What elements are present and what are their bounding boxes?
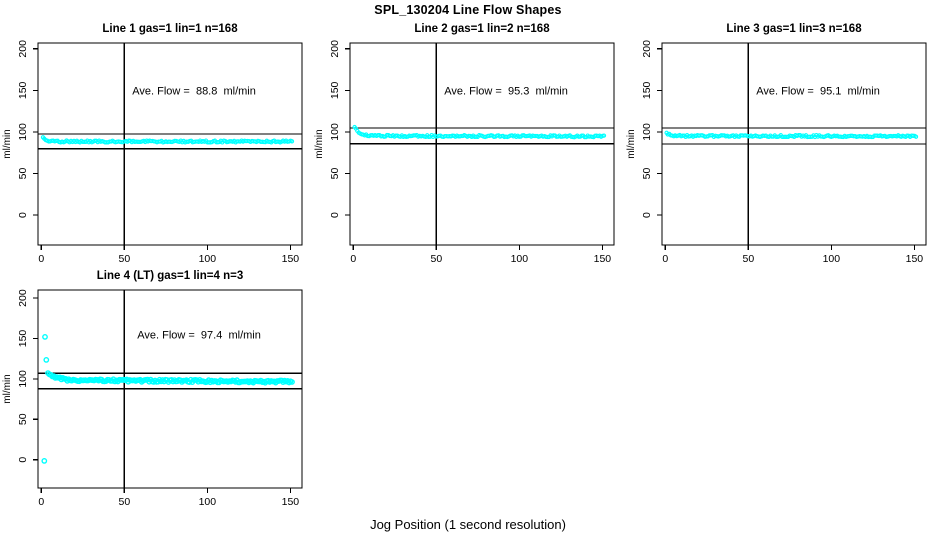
x-tick-label: 100 xyxy=(511,253,529,265)
main-title: SPL_130204 Line Flow Shapes xyxy=(374,3,562,17)
data-point xyxy=(601,133,607,138)
y-tick-label: 150 xyxy=(17,330,29,348)
data-points xyxy=(664,130,919,140)
panel-title: Line 3 gas=1 lin=3 n=168 xyxy=(726,23,862,35)
y-tick-label: 150 xyxy=(329,81,341,99)
x-tick-label: 150 xyxy=(906,253,924,265)
ave-flow-annotation: Ave. Flow = 95.1 ml/min xyxy=(756,86,880,98)
y-axis-name: ml/min xyxy=(314,129,325,158)
panel-line-4: Line 4 (LT) gas=1 lin=4 n=3 0 50 100 150 0 50 1… xyxy=(2,270,303,508)
x-tick-label: 50 xyxy=(118,253,130,265)
y-tick-label: 50 xyxy=(641,168,653,180)
x-tick-label: 0 xyxy=(38,496,44,508)
x-tick-label: 100 xyxy=(823,253,841,265)
y-tick-label: 100 xyxy=(17,123,29,141)
panel-line-3: Line 3 gas=1 lin=3 n=168 0 50 100 150 0 50 100 1… xyxy=(626,23,927,265)
x-axis-label: Jog Position (1 second resolution) xyxy=(370,517,566,532)
y-tick-label: 100 xyxy=(329,123,341,141)
data-points xyxy=(352,124,607,140)
data-point xyxy=(913,134,919,139)
y-tick-label: 200 xyxy=(641,40,653,58)
y-tick-label: 50 xyxy=(17,413,29,425)
panel-line-1: Line 1 gas=1 lin=1 n=168 0 50 100 150 0 50 100 1… xyxy=(2,23,303,265)
y-tick-label: 200 xyxy=(17,40,29,58)
y-axis-name: ml/min xyxy=(626,129,637,158)
x-tick-label: 0 xyxy=(662,253,668,265)
y-tick-label: 0 xyxy=(17,212,29,218)
x-tick-label: 0 xyxy=(350,253,356,265)
x-tick-label: 50 xyxy=(430,253,442,265)
y-tick-label: 100 xyxy=(641,123,653,141)
x-tick-label: 50 xyxy=(742,253,754,265)
x-tick-label: 150 xyxy=(282,253,300,265)
x-tick-label: 100 xyxy=(199,253,217,265)
panel-title: Line 2 gas=1 lin=2 n=168 xyxy=(414,23,550,35)
panel-title: Line 4 (LT) gas=1 lin=4 n=3 xyxy=(97,270,243,282)
plot-box xyxy=(37,42,303,246)
panel-line-2: Line 2 gas=1 lin=2 n=168 0 50 100 150 0 50 100 1… xyxy=(314,23,615,265)
y-tick-label: 200 xyxy=(17,289,29,307)
data-point xyxy=(289,379,295,385)
y-tick-label: 0 xyxy=(329,212,341,218)
panel-title: Line 1 gas=1 lin=1 n=168 xyxy=(102,23,238,35)
x-tick-label: 100 xyxy=(199,496,217,508)
data-points xyxy=(41,333,295,464)
x-tick-label: 150 xyxy=(282,496,300,508)
y-tick-label: 150 xyxy=(17,81,29,99)
y-tick-label: 100 xyxy=(17,370,29,388)
y-tick-label: 50 xyxy=(329,168,341,180)
y-tick-label: 150 xyxy=(641,81,653,99)
y-tick-label: 200 xyxy=(329,40,341,58)
data-point xyxy=(43,356,50,363)
ave-flow-annotation: Ave. Flow = 97.4 ml/min xyxy=(137,329,261,341)
data-point xyxy=(289,139,295,144)
y-axis-name: ml/min xyxy=(2,129,13,158)
ave-flow-annotation: Ave. Flow = 88.8 ml/min xyxy=(132,86,256,98)
x-tick-label: 0 xyxy=(38,253,44,265)
ave-flow-annotation: Ave. Flow = 95.3 ml/min xyxy=(444,86,568,98)
x-tick-label: 50 xyxy=(118,496,130,508)
y-tick-label: 0 xyxy=(641,212,653,218)
data-point xyxy=(42,333,48,340)
data-point xyxy=(41,457,48,464)
y-axis-name: ml/min xyxy=(2,374,13,403)
data-points xyxy=(40,135,295,145)
x-tick-label: 150 xyxy=(594,253,612,265)
y-tick-label: 50 xyxy=(17,168,29,180)
y-tick-label: 0 xyxy=(17,457,29,463)
